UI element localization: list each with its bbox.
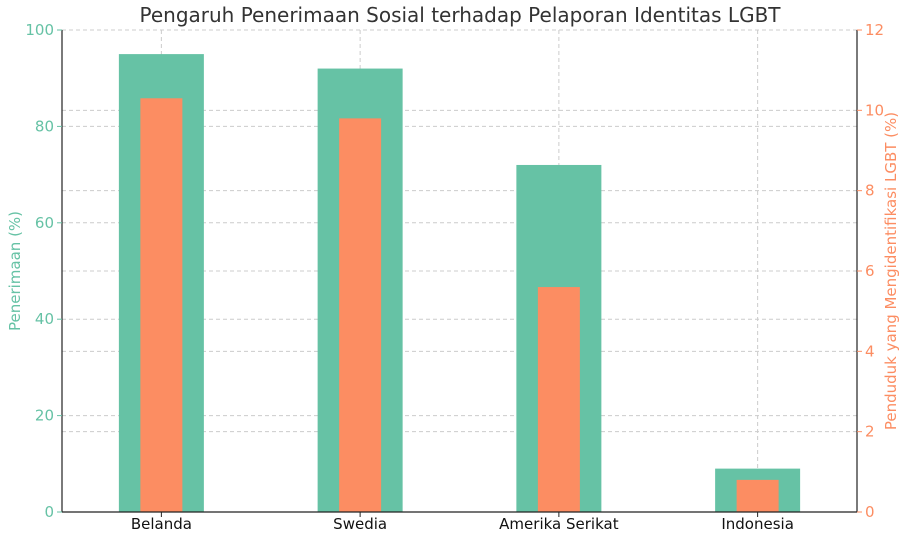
chart-title: Pengaruh Penerimaan Sosial terhadap Pela… [139, 3, 781, 27]
tick-label-right: 2 [865, 423, 875, 441]
tick-label-right: 10 [865, 101, 884, 119]
category-label: Indonesia [721, 515, 794, 533]
tick-label-right: 6 [865, 262, 875, 280]
category-label: Amerika Serikat [499, 515, 619, 533]
ticks-layer: 0 20 40 60 80 100 0 2 4 6 8 10 12 Belanda Swedia Amerik… [25, 21, 884, 533]
tick-label-right: 8 [865, 182, 875, 200]
category-label: Belanda [131, 515, 192, 533]
tick-label-left: 100 [25, 21, 54, 39]
bar-lgbt-identification [537, 287, 580, 512]
tick-label-left: 60 [35, 214, 54, 232]
category-label: Swedia [333, 515, 387, 533]
tick-label-right: 12 [865, 21, 884, 39]
tick-label-left: 80 [35, 117, 54, 135]
tick-label-right: 0 [865, 503, 875, 521]
tick-label-left: 20 [35, 407, 54, 425]
y-axis-label-left: Penerimaan (%) [6, 211, 24, 331]
tick-label-right: 4 [865, 342, 875, 360]
tick-label-left: 40 [35, 310, 54, 328]
y-axis-label-right: Penduduk yang Mengidentifikasi LGBT (%) [882, 112, 900, 430]
bar-lgbt-identification [736, 479, 779, 512]
bar-lgbt-identification [339, 118, 382, 512]
bar-lgbt-identification [140, 98, 183, 513]
bars-layer [118, 54, 801, 513]
tick-label-left: 0 [44, 503, 54, 521]
